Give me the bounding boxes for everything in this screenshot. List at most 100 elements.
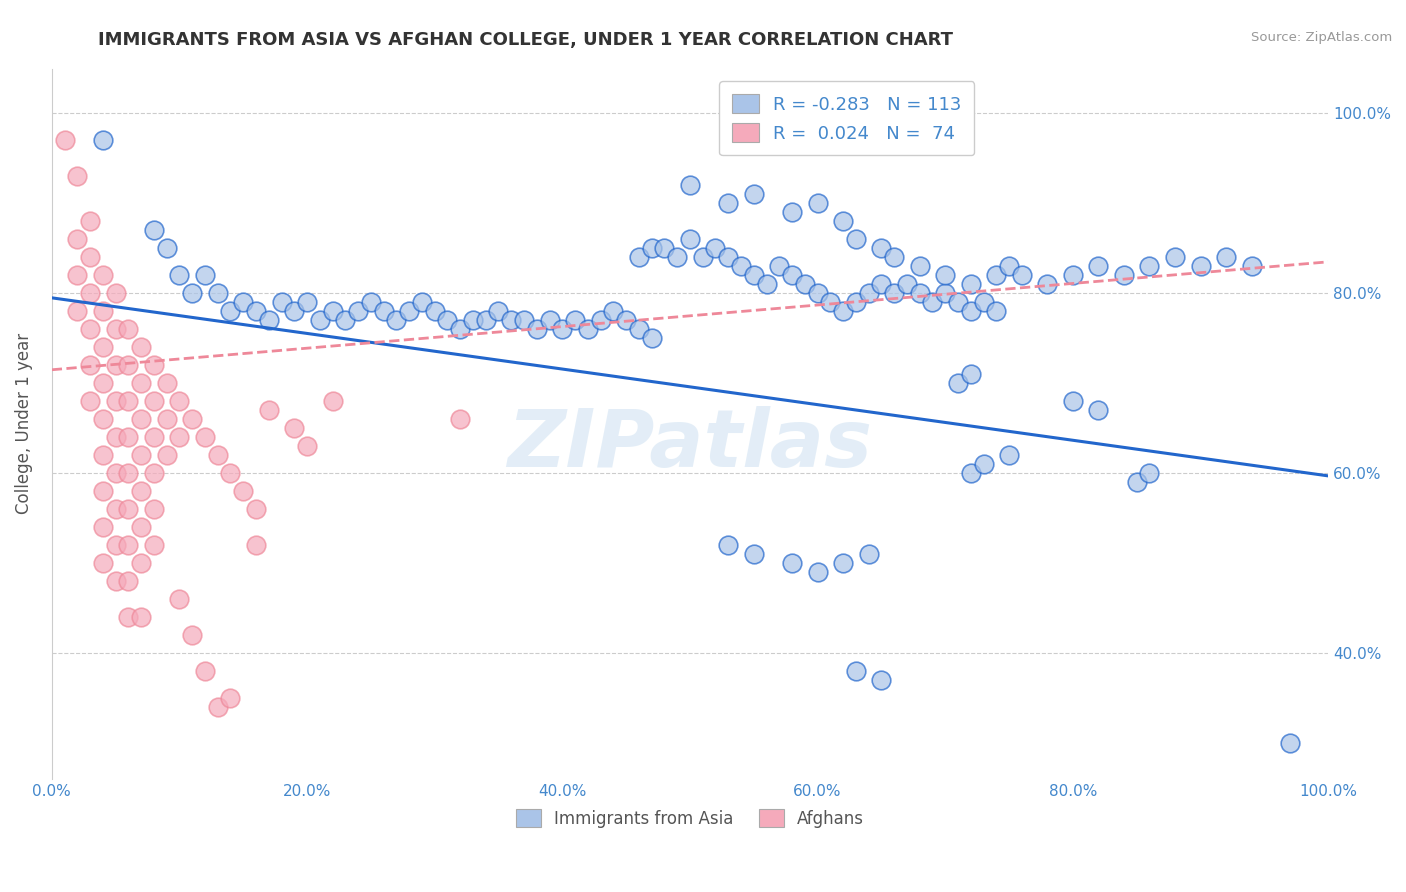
Point	[946, 295, 969, 310]
Point	[832, 214, 855, 228]
Point	[998, 260, 1021, 274]
Point	[959, 277, 981, 292]
Point	[576, 322, 599, 336]
Point	[360, 295, 382, 310]
Point	[883, 286, 905, 301]
Point	[551, 322, 574, 336]
Point	[845, 232, 868, 246]
Point	[449, 322, 471, 336]
Point	[1112, 268, 1135, 283]
Point	[270, 295, 292, 310]
Point	[232, 484, 254, 499]
Point	[283, 421, 305, 435]
Point	[104, 430, 127, 444]
Point	[91, 520, 114, 534]
Point	[66, 268, 89, 283]
Point	[335, 313, 357, 327]
Point	[207, 448, 229, 462]
Point	[654, 241, 676, 255]
Point	[946, 376, 969, 391]
Point	[232, 295, 254, 310]
Point	[780, 556, 803, 570]
Point	[666, 251, 689, 265]
Point	[308, 313, 330, 327]
Point	[627, 251, 650, 265]
Point	[117, 394, 139, 409]
Point	[104, 394, 127, 409]
Point	[142, 466, 165, 480]
Point	[169, 268, 191, 283]
Point	[461, 313, 484, 327]
Point	[780, 268, 803, 283]
Point	[717, 538, 740, 552]
Point	[1189, 260, 1212, 274]
Point	[322, 394, 344, 409]
Point	[934, 268, 956, 283]
Point	[104, 286, 127, 301]
Point	[156, 241, 179, 255]
Point	[169, 592, 191, 607]
Point	[820, 295, 842, 310]
Point	[640, 331, 662, 345]
Point	[79, 251, 101, 265]
Point	[129, 376, 152, 391]
Point	[870, 673, 893, 687]
Point	[245, 502, 267, 516]
Point	[1278, 736, 1301, 750]
Point	[614, 313, 637, 327]
Point	[755, 277, 778, 292]
Point	[194, 664, 217, 678]
Point	[117, 430, 139, 444]
Point	[717, 196, 740, 211]
Point	[142, 538, 165, 552]
Point	[79, 286, 101, 301]
Point	[436, 313, 458, 327]
Point	[513, 313, 536, 327]
Point	[959, 368, 981, 382]
Point	[91, 412, 114, 426]
Point	[589, 313, 612, 327]
Point	[66, 304, 89, 318]
Point	[129, 484, 152, 499]
Point	[104, 322, 127, 336]
Point	[295, 439, 318, 453]
Point	[129, 556, 152, 570]
Point	[373, 304, 395, 318]
Point	[474, 313, 496, 327]
Point	[411, 295, 433, 310]
Point	[207, 286, 229, 301]
Point	[934, 286, 956, 301]
Point	[717, 251, 740, 265]
Point	[1240, 260, 1263, 274]
Point	[806, 196, 828, 211]
Point	[219, 304, 242, 318]
Point	[973, 457, 995, 471]
Point	[1125, 475, 1147, 490]
Point	[832, 304, 855, 318]
Point	[1139, 466, 1161, 480]
Point	[129, 520, 152, 534]
Point	[602, 304, 624, 318]
Point	[257, 313, 280, 327]
Point	[679, 178, 702, 193]
Point	[640, 241, 662, 255]
Point	[91, 133, 114, 147]
Point	[79, 322, 101, 336]
Point	[1036, 277, 1059, 292]
Point	[793, 277, 815, 292]
Point	[104, 538, 127, 552]
Point	[896, 277, 918, 292]
Point	[104, 574, 127, 588]
Point	[91, 448, 114, 462]
Point	[322, 304, 344, 318]
Point	[219, 690, 242, 705]
Point	[806, 565, 828, 579]
Point	[1062, 394, 1084, 409]
Point	[780, 205, 803, 219]
Point	[870, 277, 893, 292]
Point	[91, 556, 114, 570]
Point	[1164, 251, 1187, 265]
Text: ZIPatlas: ZIPatlas	[508, 406, 873, 484]
Point	[117, 610, 139, 624]
Point	[142, 394, 165, 409]
